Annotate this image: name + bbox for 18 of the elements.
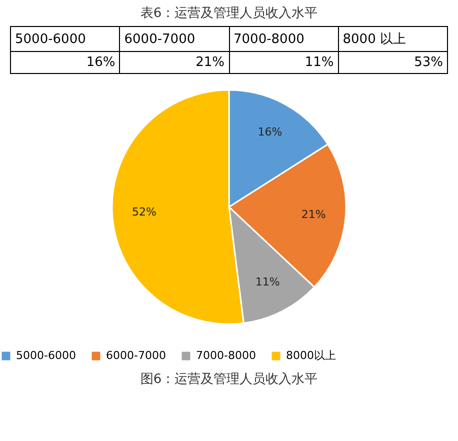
text: 16% — [10, 52, 120, 74]
text: 21% — [120, 52, 229, 74]
text: 表6：运营及管理人员收入水平 — [139, 5, 319, 22]
caption: 图6：运营及管理人员收入水平 — [139, 371, 319, 388]
legend-label: 8000以上 — [286, 349, 336, 362]
legend-label: 6000-7000 — [106, 349, 166, 362]
text: 5000-6000 — [10, 26, 120, 52]
text: 7000-8000 — [229, 26, 338, 52]
text: 11% — [229, 52, 338, 74]
legend-label: 7000-8000 — [196, 349, 256, 362]
data-label: 11% — [255, 276, 280, 289]
text: 8000 以上 — [338, 26, 448, 52]
data-label: 52% — [132, 205, 156, 218]
data-label: 21% — [301, 208, 326, 221]
legend-label: 5000-6000 — [16, 349, 76, 362]
text: 6000-7000 — [120, 26, 229, 52]
data-label: 16% — [258, 126, 282, 139]
text: 53% — [338, 52, 448, 74]
